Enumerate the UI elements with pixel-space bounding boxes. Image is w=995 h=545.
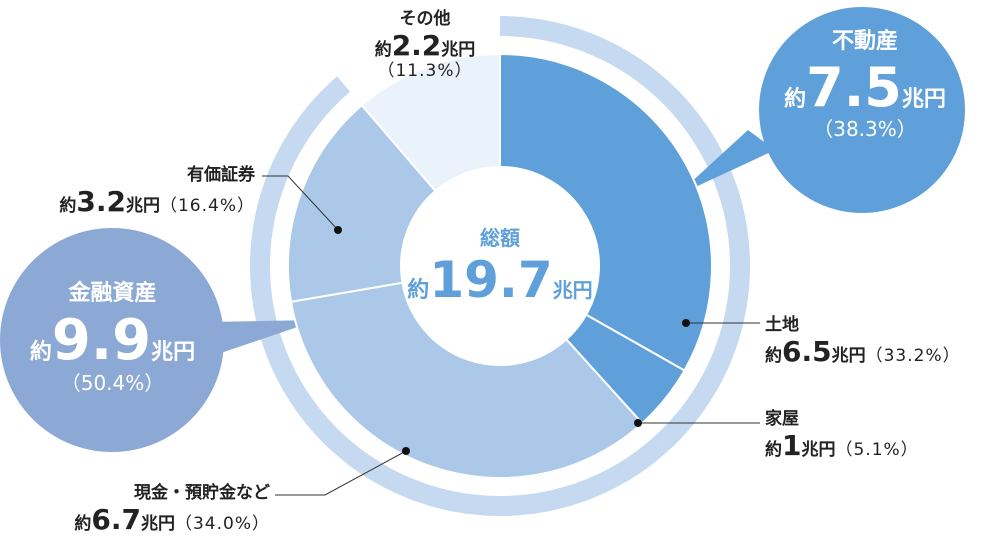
label-house: 家屋 約1兆円（5.1%） (765, 409, 919, 462)
group-value: 7.5 (806, 56, 902, 120)
prefix: 約 (59, 195, 77, 216)
callout-pointer-real-estate (676, 130, 775, 196)
center-title: 総額 (480, 226, 520, 250)
prefix: 約 (29, 340, 52, 366)
unit: 兆円 (901, 87, 946, 113)
center-prefix: 約 (407, 278, 430, 303)
group-bubble-real-estate: 不動産 約7.5兆円 （38.3%） (760, 29, 970, 141)
slice-percent: （34.0%） (174, 513, 270, 534)
prefix: 約 (74, 513, 92, 534)
slice-name: 有価証券 (187, 165, 255, 185)
slice-name: 現金・預貯金など (134, 483, 270, 503)
leader-line-3 (262, 175, 339, 231)
slice-percent: （5.1%） (835, 439, 919, 460)
unit: 兆円 (140, 513, 175, 534)
prefix: 約 (765, 439, 782, 460)
group-bubble-financial: 金融資産 約9.9兆円 （50.4%） (5, 281, 220, 395)
prefix: 約 (765, 345, 782, 366)
leader-dot-0 (682, 319, 690, 327)
slice-0 (499, 52, 713, 372)
slice-percent: （33.2%） (865, 345, 961, 366)
leader-line-2 (275, 450, 407, 496)
prefix: 約 (374, 39, 392, 60)
slice-value: 1 (782, 428, 802, 462)
callout-pointer-financial (210, 320, 318, 355)
group-percent: （50.4%） (60, 370, 165, 395)
center-value: 19.7 (429, 251, 553, 309)
unit: 兆円 (151, 340, 196, 366)
slice-2 (289, 281, 644, 479)
unit: 兆円 (441, 39, 476, 60)
group-name: 不動産 (831, 29, 898, 54)
slice-value: 6.5 (782, 334, 832, 368)
slice-name: 土地 (765, 315, 799, 335)
group-value: 9.9 (51, 308, 152, 374)
slice-value: 2.2 (391, 28, 442, 62)
leader-dot-2 (402, 447, 410, 455)
leader-dot-1 (634, 419, 642, 427)
unit: 兆円 (125, 195, 160, 216)
group-name: 金融資産 (68, 281, 157, 306)
group-percent: （38.3%） (813, 116, 917, 141)
slice-percent: （11.3%） (377, 60, 473, 81)
slice-percent: （16.4%） (159, 195, 255, 216)
ring-arc-1 (250, 76, 668, 516)
label-securities: 有価証券 約3.2兆円（16.4%） (10, 165, 255, 218)
center-total: 総額 約19.7兆円 (400, 222, 600, 309)
label-other: その他 約2.2兆円 （11.3%） (345, 9, 505, 81)
slice-4 (360, 52, 501, 193)
ring-arc-0 (500, 16, 751, 452)
slice-value: 6.7 (91, 502, 141, 536)
slice-value: 3.2 (76, 184, 126, 218)
slice-name: 家屋 (765, 409, 799, 429)
label-land: 土地 約6.5兆円（33.2%） (765, 315, 961, 368)
label-cash: 現金・預貯金など 約6.7兆円（34.0%） (30, 483, 270, 536)
unit: 兆円 (801, 439, 836, 460)
slice-3 (287, 103, 437, 303)
unit: 兆円 (831, 345, 866, 366)
bubble-real-estate (759, 7, 965, 213)
prefix: 約 (784, 87, 807, 113)
slice-name: その他 (399, 9, 451, 29)
bubble-financial (0, 228, 224, 452)
center-unit: 兆円 (552, 278, 593, 302)
leader-dot-3 (334, 226, 342, 234)
